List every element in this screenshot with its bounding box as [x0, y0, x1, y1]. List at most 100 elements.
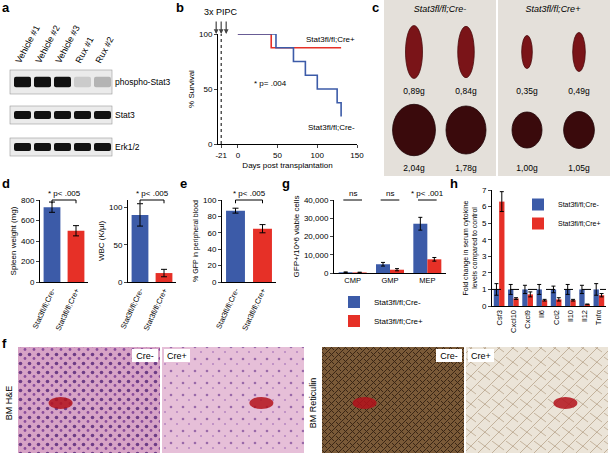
- svg-text:% Survival: % Survival: [187, 70, 196, 108]
- svg-text:ns: ns: [349, 189, 357, 198]
- svg-text:10,000: 10,000: [304, 251, 329, 260]
- svg-text:Stat3fl/fl;Cre-: Stat3fl/fl;Cre-: [214, 286, 241, 330]
- svg-text:30,000: 30,000: [304, 214, 329, 223]
- svg-text:Il10: Il10: [566, 310, 575, 322]
- svg-text:Rux #2: Rux #2: [93, 35, 115, 65]
- svg-text:Stat3: Stat3: [115, 110, 135, 120]
- svg-text:600: 600: [21, 216, 35, 225]
- svg-text:Stat3fl/fl;Cre-: Stat3fl/fl;Cre-: [31, 286, 58, 330]
- svg-text:* p= .004: * p= .004: [254, 79, 287, 88]
- svg-text:Vehicle #2: Vehicle #2: [33, 23, 62, 65]
- svg-text:Vehicle #1: Vehicle #1: [13, 23, 42, 65]
- html-text:b: b: [176, 0, 184, 15]
- svg-text:3x PIPC: 3x PIPC: [204, 7, 238, 17]
- svg-text:100: 100: [203, 196, 217, 205]
- svg-text:Stat3fl/fl;Cre+: Stat3fl/fl;Cre+: [54, 286, 82, 332]
- svg-text:Vehicle #3: Vehicle #3: [53, 23, 82, 65]
- svg-text:6: 6: [482, 202, 487, 211]
- svg-text:Fold change in serum cytokinel: Fold change in serum cytokinelevels comp…: [462, 200, 479, 295]
- svg-text:* p< .005: * p< .005: [233, 189, 266, 198]
- svg-text:* p< .001: * p< .001: [411, 189, 444, 198]
- svg-text:Stat3fl/fl;Cre-: Stat3fl/fl;Cre-: [558, 201, 600, 208]
- svg-text:phospho-Stat3: phospho-Stat3: [115, 77, 171, 87]
- svg-text:% GFP in peripheral blood: % GFP in peripheral blood: [192, 200, 200, 282]
- svg-text:ns: ns: [386, 189, 394, 198]
- svg-text:Stat3fl/fl;Cre-: Stat3fl/fl;Cre-: [414, 4, 467, 14]
- svg-text:1,78g: 1,78g: [455, 163, 477, 173]
- svg-text:0,35g: 0,35g: [516, 86, 538, 96]
- svg-text:0,84g: 0,84g: [455, 86, 477, 96]
- svg-text:Cre-: Cre-: [136, 351, 154, 361]
- svg-text:0: 0: [118, 278, 123, 287]
- svg-text:Stat3fl/fl;Cre+: Stat3fl/fl;Cre+: [558, 220, 601, 227]
- svg-text:5: 5: [482, 219, 487, 228]
- svg-text:100: 100: [109, 203, 123, 212]
- svg-text:0: 0: [482, 302, 487, 311]
- svg-text:Csf3: Csf3: [495, 310, 504, 325]
- svg-text:20,000: 20,000: [304, 232, 329, 241]
- svg-text:Cre+: Cre+: [471, 351, 491, 361]
- svg-text:0: 0: [212, 278, 217, 287]
- svg-text:40: 40: [207, 245, 216, 254]
- svg-text:Il6: Il6: [537, 310, 546, 318]
- svg-text:Cxcl9: Cxcl9: [523, 310, 532, 329]
- svg-text:40,000: 40,000: [304, 196, 329, 205]
- svg-text:200: 200: [21, 257, 35, 266]
- svg-text:Rux #1: Rux #1: [73, 35, 96, 65]
- svg-text:150: 150: [350, 151, 364, 160]
- svg-text:0: 0: [30, 278, 35, 287]
- svg-text:50: 50: [203, 85, 212, 94]
- svg-text:CMP: CMP: [344, 276, 361, 285]
- svg-text:Stat3fl/fl;Cre+: Stat3fl/fl;Cre+: [526, 4, 581, 14]
- svg-text:Erk1/2: Erk1/2: [115, 142, 140, 152]
- svg-text:7: 7: [482, 186, 487, 195]
- svg-text:Tnfα: Tnfα: [594, 309, 603, 325]
- svg-text:* p< .005: * p< .005: [136, 189, 169, 198]
- svg-text:Stat3fl/fl;Cre-: Stat3fl/fl;Cre-: [308, 123, 355, 132]
- svg-text:Spleen weight (mg): Spleen weight (mg): [9, 206, 18, 275]
- svg-text:60: 60: [207, 229, 216, 238]
- svg-text:100: 100: [199, 30, 213, 39]
- svg-text:Stat3fl/fl;Cre+: Stat3fl/fl;Cre+: [374, 317, 423, 326]
- svg-text:3: 3: [482, 252, 487, 261]
- html-text:a: a: [2, 0, 10, 15]
- svg-text:Stat3fl/fl;Cre+: Stat3fl/fl;Cre+: [240, 286, 268, 332]
- svg-text:Stat3fl/fl;Cre-: Stat3fl/fl;Cre-: [119, 286, 146, 330]
- svg-text:1,00g: 1,00g: [516, 163, 538, 173]
- svg-text:800: 800: [21, 196, 35, 205]
- svg-text:80: 80: [207, 212, 216, 221]
- svg-text:50: 50: [273, 151, 282, 160]
- svg-text:100: 100: [311, 151, 325, 160]
- svg-text:0: 0: [236, 151, 241, 160]
- svg-text:GFP+/10^6 viable cells: GFP+/10^6 viable cells: [292, 196, 301, 278]
- svg-text:GMP: GMP: [381, 276, 398, 285]
- svg-text:BM H&E: BM H&E: [4, 386, 14, 421]
- svg-text:Cre+: Cre+: [167, 351, 187, 361]
- svg-text:BM Reticulin: BM Reticulin: [308, 378, 318, 429]
- svg-text:0,49g: 0,49g: [568, 86, 590, 96]
- svg-text:50: 50: [113, 241, 122, 250]
- svg-text:Cxcl10: Cxcl10: [509, 310, 518, 333]
- svg-text:Stat3fl/fl;Cre-: Stat3fl/fl;Cre-: [374, 298, 421, 307]
- html-text:c: c: [372, 0, 380, 15]
- svg-text:0,89g: 0,89g: [403, 86, 425, 96]
- svg-text:1: 1: [482, 285, 487, 294]
- svg-text:1,05g: 1,05g: [568, 163, 590, 173]
- svg-text:Ccl2: Ccl2: [552, 310, 561, 325]
- svg-text:2,04g: 2,04g: [403, 163, 425, 173]
- svg-text:* p< .005: * p< .005: [48, 189, 81, 198]
- svg-text:Cre-: Cre-: [440, 351, 458, 361]
- svg-text:0: 0: [324, 269, 329, 278]
- svg-text:Days post transplantation: Days post transplantation: [242, 161, 332, 170]
- svg-text:0: 0: [208, 140, 213, 149]
- svg-text:MEP: MEP: [419, 276, 435, 285]
- svg-text:2: 2: [482, 269, 487, 278]
- svg-text:20: 20: [207, 261, 216, 270]
- svg-text:Stat3fl/fl;Cre+: Stat3fl/fl;Cre+: [142, 286, 170, 332]
- svg-text:Stat3fl/fl;Cre+: Stat3fl/fl;Cre+: [306, 35, 355, 44]
- svg-text:Il12: Il12: [580, 310, 589, 322]
- svg-text:-21: -21: [215, 151, 227, 160]
- svg-text:400: 400: [21, 237, 35, 246]
- svg-text:4: 4: [482, 236, 487, 245]
- svg-text:WBC (K/µl): WBC (K/µl): [97, 221, 106, 261]
